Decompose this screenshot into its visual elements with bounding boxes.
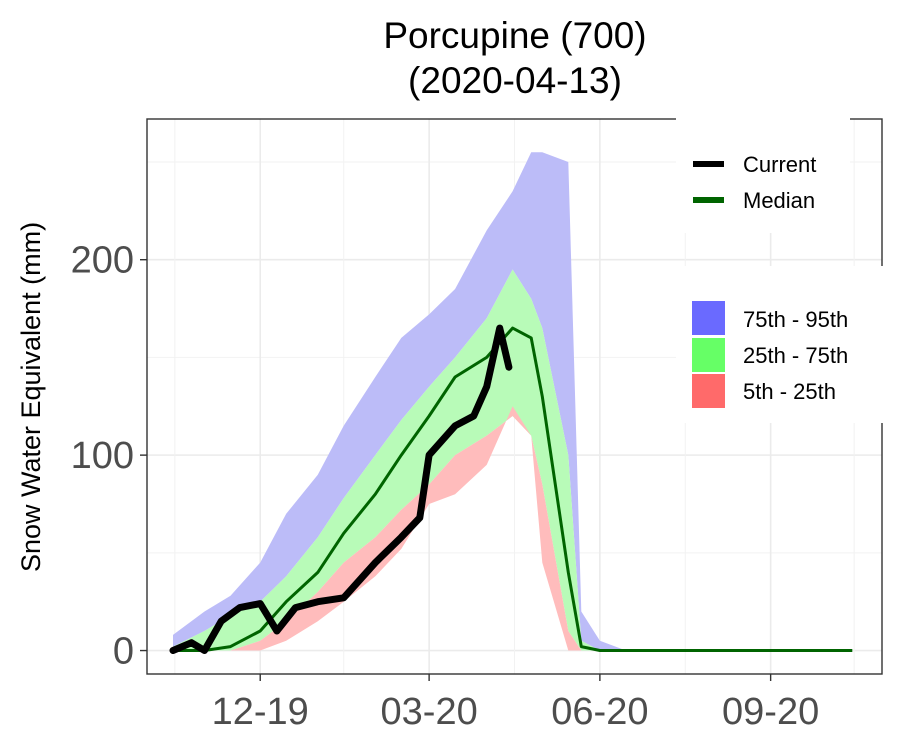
percentile-bands: [173, 152, 853, 651]
legend-key-5-25: [692, 374, 725, 408]
legend-label-5-25: 5th - 25th: [743, 379, 836, 404]
x-tick-label: 06-20: [551, 691, 648, 733]
y-axis: 0 100 200: [71, 240, 147, 673]
y-tick-label: 100: [71, 435, 134, 477]
x-tick-label: 12-19: [212, 691, 309, 733]
legend-bands: 75th - 95th 25th - 75th 5th - 25th: [676, 266, 884, 423]
legend-label-25-75: 25th - 75th: [743, 343, 848, 368]
x-tick-label: 09-20: [722, 691, 819, 733]
legend-label-current: Current: [743, 152, 816, 177]
legend-label-median: Median: [743, 188, 815, 213]
x-axis: 12-19 03-20 06-20 09-20: [212, 674, 819, 733]
legend-key-75-95: [692, 301, 725, 335]
band-25-75: [173, 269, 853, 651]
band-5-25: [173, 406, 853, 651]
y-axis-label: Snow Water Equivalent (mm): [16, 222, 46, 572]
x-tick-label: 03-20: [381, 691, 478, 733]
band-75-95: [173, 152, 853, 651]
legend-label-75-95: 75th - 95th: [743, 307, 848, 332]
series-lines: [169, 324, 853, 654]
y-tick-label: 200: [71, 240, 134, 282]
chart-title: Porcupine (700): [383, 15, 646, 56]
legend-lines: Current Median: [676, 118, 850, 233]
current-line: [169, 324, 513, 654]
chart-subtitle: (2020-04-13): [408, 60, 622, 101]
y-tick-label: 0: [113, 631, 134, 673]
legend-lines-background: [676, 118, 850, 233]
legend-key-25-75: [692, 338, 725, 372]
median-line: [173, 326, 853, 652]
